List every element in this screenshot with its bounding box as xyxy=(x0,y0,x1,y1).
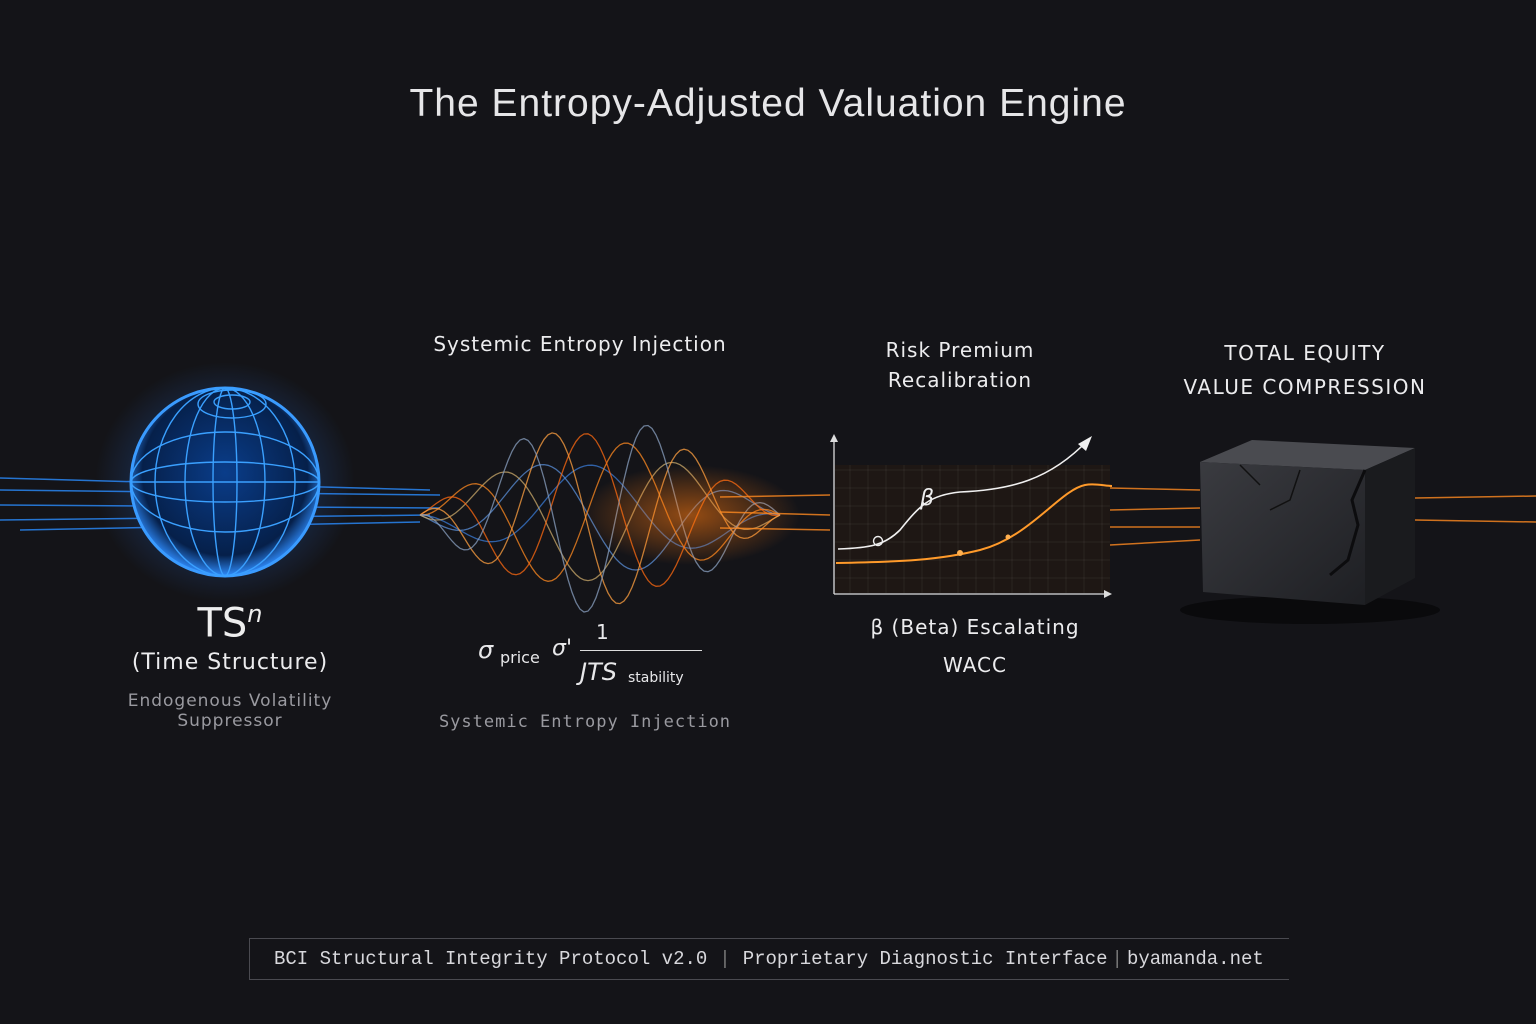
stage-label: (Time Structure) xyxy=(131,650,329,676)
globe-icon xyxy=(129,386,321,578)
entropy-formula: σ price σ' 1 JTS stability xyxy=(478,618,718,688)
footer-protocol: BCI Structural Integrity Protocol v2.0 xyxy=(274,948,708,970)
stage-time-structure: TSn (Time Structure) Endogenous Volatili… xyxy=(120,600,340,731)
stage-subtitle: Systemic Entropy Injection xyxy=(438,712,732,732)
wacc-curve xyxy=(835,483,1113,564)
cracked-cube-icon xyxy=(1180,440,1440,624)
stage-heading: Systemic Entropy Injection xyxy=(433,332,727,356)
page-title: The Entropy-Adjusted Valuation Engine xyxy=(409,82,1127,125)
beta-chart xyxy=(830,434,1113,598)
stage-heading: Risk Premium Recalibration xyxy=(885,338,1035,392)
ts-superscript: n xyxy=(247,600,263,628)
orange-data-streams xyxy=(719,487,1536,546)
beta-marker: β xyxy=(920,486,935,511)
footer-interface: Proprietary Diagnostic Interface xyxy=(742,948,1108,970)
beta-curve xyxy=(837,439,1089,550)
chart-caption: β (Beta) Escalating xyxy=(870,615,1080,639)
stage-heading: TOTAL EQUITY VALUE COMPRESSION xyxy=(1183,341,1427,399)
footer-bar: BCI Structural Integrity Protocol v2.0 |… xyxy=(249,938,1289,980)
footer-link[interactable]: byamanda.net xyxy=(1126,948,1264,970)
chart-caption-wacc: WACC xyxy=(943,653,1007,677)
stage-subtitle: Endogenous Volatility Suppressor xyxy=(127,691,333,732)
ts-symbol: TS xyxy=(197,600,248,647)
